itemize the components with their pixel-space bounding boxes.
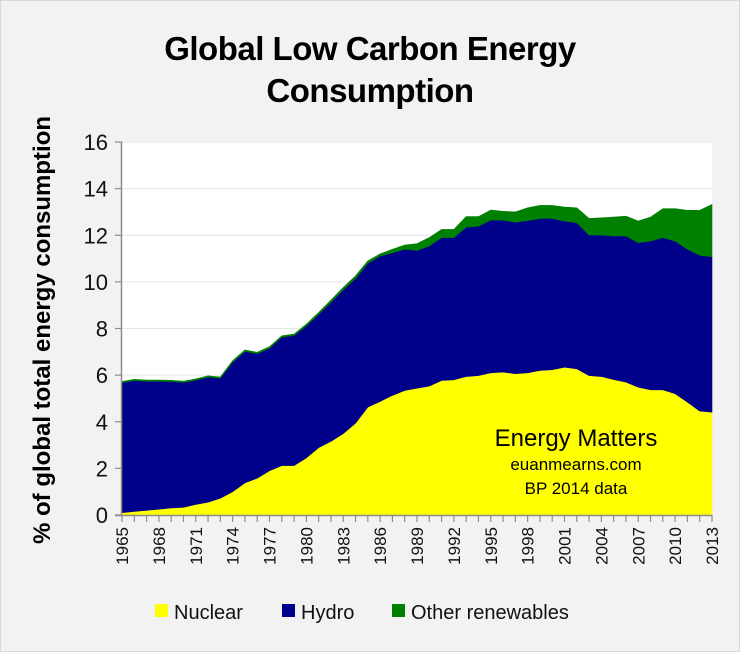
x-tick-label: 1998	[519, 527, 538, 565]
x-tick-labels: 1965 1968 1971 1974 1977 1980 1983 1986 1989 1992…	[113, 527, 722, 565]
x-tick-label: 1983	[334, 527, 353, 565]
x-tick-label: 1977	[261, 527, 280, 565]
chart-title-line-1: Global Low Carbon Energy	[164, 30, 576, 67]
y-tick-label: 12	[84, 223, 108, 248]
annotation-source: BP 2014 data	[525, 479, 628, 498]
y-tick-label: 2	[96, 456, 108, 481]
y-tick-label: 14	[84, 177, 108, 202]
x-tick-label: 1989	[408, 527, 427, 565]
x-tick-label: 2001	[556, 527, 575, 565]
annotation-brand: Energy Matters	[495, 425, 658, 452]
legend-label-other-renewables: Other renewables	[411, 602, 569, 624]
legend-swatch-hydro	[282, 604, 295, 617]
x-tick-label: 1992	[445, 527, 464, 565]
area-series	[121, 204, 713, 516]
x-tick-label: 1968	[150, 527, 169, 565]
x-tick-label: 1986	[371, 527, 390, 565]
y-axis-label: % of global total energy consumption	[29, 116, 56, 544]
x-tick-label: 1995	[482, 527, 501, 565]
x-tick-label: 2007	[629, 527, 648, 565]
legend: Nuclear Hydro Other renewables	[155, 602, 569, 624]
x-tick-label: 1971	[187, 527, 206, 565]
x-tick-label: 1974	[224, 527, 243, 565]
axes	[115, 141, 713, 522]
y-tick-labels: 0 2 4 6 8 10 12 14 16	[84, 130, 108, 528]
chart-title: Global Low Carbon Energy Consumption	[0, 28, 740, 112]
chart-title-line-2: Consumption	[266, 72, 474, 109]
legend-swatch-nuclear	[155, 604, 168, 617]
legend-swatch-other-renewables	[392, 604, 405, 617]
x-tick-label: 1965	[113, 527, 132, 565]
y-tick-label: 10	[84, 270, 108, 295]
y-tick-label: 0	[96, 503, 108, 528]
x-tick-label: 2010	[666, 527, 685, 565]
y-tick-label: 8	[96, 317, 108, 342]
x-tick-label: 2013	[703, 527, 722, 565]
legend-label-hydro: Hydro	[301, 602, 354, 624]
x-tick-label: 1980	[297, 527, 316, 565]
y-tick-label: 16	[84, 130, 108, 155]
legend-label-nuclear: Nuclear	[174, 602, 243, 624]
area-other-renewables	[121, 204, 713, 383]
y-tick-label: 6	[96, 363, 108, 388]
y-tick-label: 4	[96, 410, 108, 435]
annotation-site: euanmearns.com	[510, 455, 641, 474]
x-tick-label: 2004	[592, 527, 611, 565]
